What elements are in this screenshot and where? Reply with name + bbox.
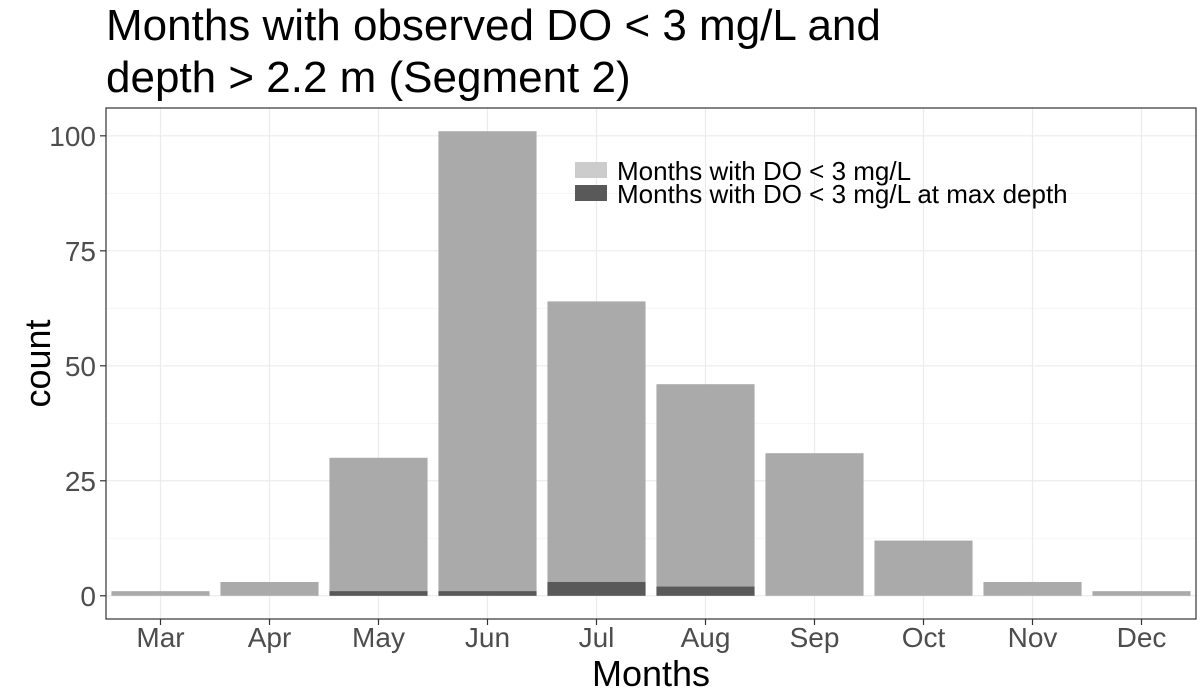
legend-label-series-2: Months with DO < 3 mg/L at max depth — [617, 179, 1068, 209]
legend: Months with DO < 3 mg/L Months with DO <… — [575, 156, 1068, 209]
y-tick-label: 100 — [49, 121, 96, 152]
y-tick-label: 50 — [65, 351, 96, 382]
bar-maxdepth-jul — [547, 581, 646, 596]
legend-label-series-1: Months with DO < 3 mg/L — [617, 156, 911, 186]
y-axis-title: count — [17, 319, 58, 407]
bars-series-2 — [329, 581, 755, 596]
y-tick-label: 25 — [65, 466, 96, 497]
y-tick-label: 75 — [65, 236, 96, 267]
x-tick-label: Oct — [902, 622, 946, 653]
bar-maxdepth-jun — [438, 591, 537, 596]
x-tick-label: Sep — [790, 622, 840, 653]
bar-dec — [1092, 591, 1191, 596]
bar-may — [329, 457, 428, 596]
bar-nov — [983, 581, 1082, 596]
axis-ticks — [100, 135, 1143, 625]
x-tick-label: Jun — [465, 622, 510, 653]
chart-title: Months with observed DO < 3 mg/L and dep… — [106, 0, 1106, 104]
x-tick-label: Aug — [681, 622, 731, 653]
grid-layer — [106, 108, 1196, 619]
bars-series-1 — [111, 131, 1191, 596]
x-tick-labels: Mar Apr May Jun Jul Aug Sep Oct Nov Dec — [136, 622, 1166, 653]
legend-key-series-1 — [575, 162, 607, 178]
plot-panel-border — [105, 107, 1197, 620]
x-tick-label: Mar — [136, 622, 184, 653]
bar-oct — [874, 540, 973, 596]
x-tick-label: Jul — [579, 622, 615, 653]
chart-title-line-2: depth > 2.2 m (Segment 2) — [106, 53, 631, 102]
x-tick-label: May — [352, 622, 405, 653]
bar-maxdepth-may — [329, 591, 428, 596]
bar-apr — [220, 581, 319, 596]
bar-jul — [547, 301, 646, 596]
chart-title-line-1: Months with observed DO < 3 mg/L and — [106, 1, 881, 50]
bar-mar — [111, 591, 210, 596]
x-tick-label: Apr — [248, 622, 292, 653]
bar-aug — [656, 384, 755, 596]
bar-sep — [765, 453, 864, 596]
bar-jun — [438, 131, 537, 596]
y-tick-label: 0 — [80, 581, 96, 612]
legend-key-series-2 — [575, 185, 607, 201]
x-tick-label: Nov — [1008, 622, 1058, 653]
bar-maxdepth-aug — [656, 586, 755, 596]
y-tick-labels: 0 25 50 75 100 — [49, 121, 96, 612]
x-axis-title: Months — [592, 653, 710, 694]
x-tick-label: Dec — [1117, 622, 1167, 653]
